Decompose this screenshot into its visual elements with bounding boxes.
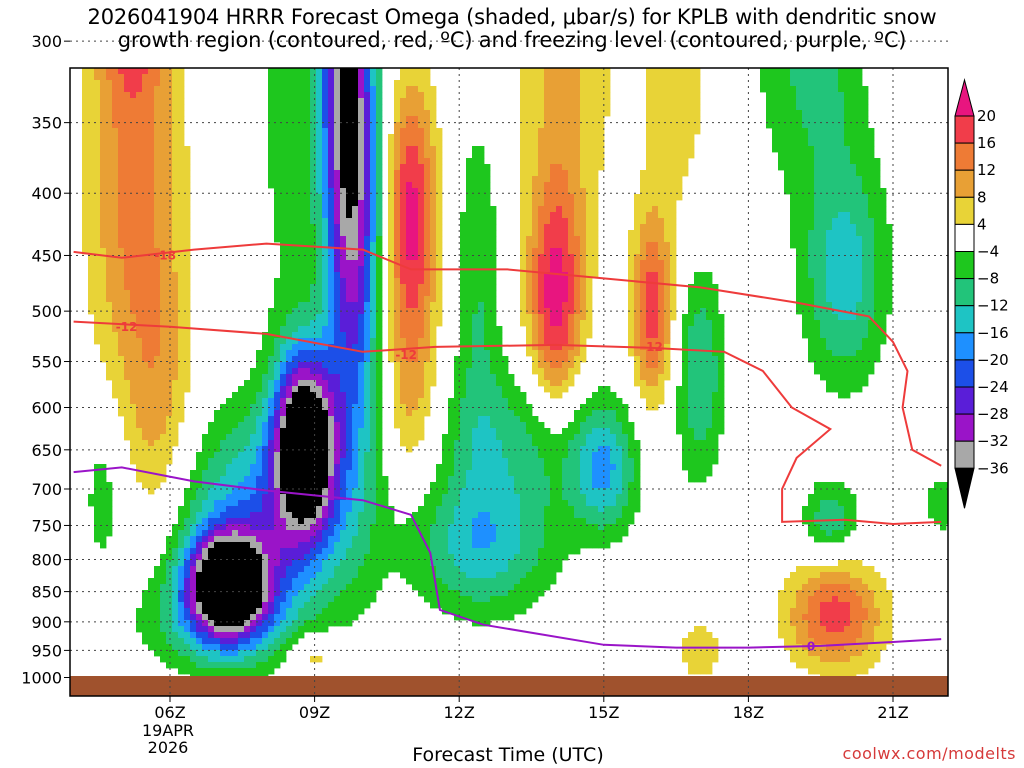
colorbar-label: 8	[977, 188, 987, 206]
y-tick-label: 500	[31, 302, 62, 321]
y-axis: 2503003504004505005506006507007508008509…	[21, 32, 70, 688]
colorbar-top-arrow	[954, 78, 975, 117]
colorbar-label: 16	[977, 134, 996, 152]
y-tick-label: 950	[31, 641, 62, 660]
dgz-contour-label: -18	[154, 248, 176, 262]
dgz-contour-label: -12	[116, 320, 138, 334]
colorbar-label: −8	[977, 270, 999, 288]
colorbar-bin	[954, 196, 975, 225]
colorbar-bin	[954, 386, 975, 415]
colorbar-label: −36	[977, 459, 1009, 477]
y-tick-label: 650	[31, 441, 62, 460]
y-tick-label: 750	[31, 516, 62, 535]
colorbar-label: 12	[977, 161, 996, 179]
y-tick-label: 350	[31, 114, 62, 133]
x-axis-title: Forecast Time (UTC)	[412, 744, 604, 766]
y-tick-label: 600	[31, 399, 62, 418]
x-tick-label: 15Z	[588, 703, 619, 722]
colorbar-bin	[954, 413, 975, 442]
dgz-contour-label: -12	[641, 340, 663, 354]
ground-surface	[70, 676, 948, 696]
freezing-level-line	[73, 466, 942, 649]
grid-lines	[70, 40, 948, 696]
colorbar-bin	[954, 359, 975, 388]
colorbar-label: 4	[977, 215, 987, 233]
colorbar-label: −24	[977, 378, 1009, 396]
colorbar-bin	[954, 223, 975, 252]
colorbar-label: 20	[977, 107, 996, 125]
y-tick-label: 850	[31, 583, 62, 602]
y-tick-label: 700	[31, 480, 62, 499]
y-tick-label: 1000	[21, 669, 62, 688]
y-tick-label: 550	[31, 353, 62, 372]
dgz-contour-label: -12	[395, 348, 417, 362]
dgz-contour-line	[73, 242, 942, 467]
chart-title: 2026041904 HRRR Forecast Omega (shaded, …	[87, 5, 937, 52]
x-tick-label: 21Z	[877, 703, 908, 722]
colorbar-label: −4	[977, 243, 999, 261]
colorbar-bin	[954, 305, 975, 334]
y-tick-label: 900	[31, 613, 62, 632]
contour-labels: -18 -12 -12 -12 0	[116, 248, 815, 653]
temperature-contours	[73, 242, 942, 649]
x-tick-label: 06Z	[154, 703, 185, 722]
y-tick-label: 450	[31, 246, 62, 265]
colorbar-bin	[954, 169, 975, 198]
credit-text: coolwx.com/modelts	[842, 744, 1016, 763]
freezing-level-label: 0	[807, 639, 815, 653]
colorbar-label: −12	[977, 297, 1009, 315]
x-tick-label: 12Z	[444, 703, 475, 722]
x-tick-label: 18Z	[733, 703, 764, 722]
colorbar-bin	[954, 440, 975, 469]
colorbar-label: −16	[977, 324, 1009, 342]
y-tick-label: 300	[31, 32, 62, 51]
colorbar-label: −28	[977, 405, 1009, 423]
dgz-contour-line	[73, 320, 942, 526]
y-tick-label: 800	[31, 551, 62, 570]
omega-shading	[82, 68, 948, 681]
plot-frame	[69, 67, 949, 697]
colorbar-label: −32	[977, 432, 1009, 450]
y-tick-label: 400	[31, 184, 62, 203]
x-date-label: 2026	[148, 738, 189, 757]
colorbar-bin	[954, 332, 975, 361]
colorbar-bin	[954, 142, 975, 171]
colorbar-bin	[954, 278, 975, 307]
colorbar-label: −20	[977, 351, 1009, 369]
colorbar-bin	[954, 115, 975, 144]
colorbar-bottom-arrow	[954, 467, 975, 509]
x-date-label: 19APR	[142, 721, 194, 740]
colorbar-bin	[954, 251, 975, 280]
colorbar: 20 16 12 8 4 −4 −8 −12 −16 −20 −24 −28 −32 −36	[954, 78, 1009, 509]
x-tick-label: 09Z	[299, 703, 330, 722]
